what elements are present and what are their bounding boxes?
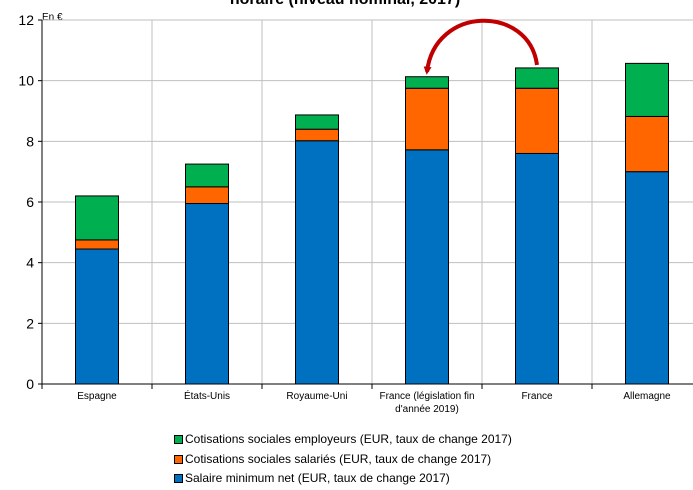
bar-segment-employeurs xyxy=(405,76,449,89)
bar-segment-employeurs xyxy=(185,163,229,188)
x-tick-label: Allemagne xyxy=(623,391,671,402)
legend-label: Cotisations sociales salariés (EUR, taux… xyxy=(185,451,492,466)
x-tick-label: Royaume-Uni xyxy=(286,391,347,402)
y-tick-label: 6 xyxy=(26,194,34,210)
x-tick-label: France (législation fin xyxy=(379,391,474,402)
bar-segment-net xyxy=(185,203,229,385)
bar-segment-employeurs xyxy=(515,67,559,89)
bar-segment-net xyxy=(295,140,339,385)
y-tick-label: 0 xyxy=(26,376,34,392)
unit-label: En € xyxy=(42,12,63,23)
bar-segment-salaries xyxy=(405,87,449,151)
chart-legend: Cotisations sociales employeurs (EUR, ta… xyxy=(174,430,512,489)
legend-item: Cotisations sociales salariés (EUR, taux… xyxy=(174,450,512,470)
bar-segment-net xyxy=(515,152,559,385)
y-tick-label: 10 xyxy=(18,73,34,89)
bar-segment-salaries xyxy=(625,115,669,173)
legend-label: Salaire minimum net (EUR, taux de change… xyxy=(185,471,450,485)
legend-swatch xyxy=(174,454,183,464)
legend-swatch xyxy=(174,474,183,484)
x-tick-label: d'année 2019) xyxy=(395,404,459,415)
y-tick-label: 2 xyxy=(26,315,34,331)
bar-segment-net xyxy=(75,248,119,385)
bar-segment-net xyxy=(625,171,669,385)
bar-segment-net xyxy=(405,149,449,385)
curved-arrow-icon xyxy=(423,18,539,75)
legend-label: Cotisations sociales employeurs (EUR, ta… xyxy=(185,432,512,446)
y-tick-label: 4 xyxy=(26,255,34,271)
bar-segment-employeurs xyxy=(625,62,669,117)
legend-item: Salaire minimum net (EUR, taux de change… xyxy=(174,469,512,489)
bar-segment-salaries xyxy=(75,239,119,250)
legend-item: Cotisations sociales employeurs (EUR, ta… xyxy=(174,430,512,450)
bar-segment-employeurs xyxy=(75,195,119,241)
chart-title: horaire (niveau nominal, 2017) xyxy=(230,0,460,8)
y-tick-label: 12 xyxy=(18,12,34,28)
bar-segment-salaries xyxy=(295,128,339,142)
x-tick-label: Espagne xyxy=(77,391,117,402)
x-tick-label: États-Unis xyxy=(184,389,230,402)
bar-segment-salaries xyxy=(185,186,229,205)
bar-segment-employeurs xyxy=(295,114,339,130)
legend-swatch xyxy=(174,435,183,445)
bar-segment-salaries xyxy=(515,87,559,154)
x-tick-label: France xyxy=(521,391,553,402)
y-tick-label: 8 xyxy=(26,133,34,149)
